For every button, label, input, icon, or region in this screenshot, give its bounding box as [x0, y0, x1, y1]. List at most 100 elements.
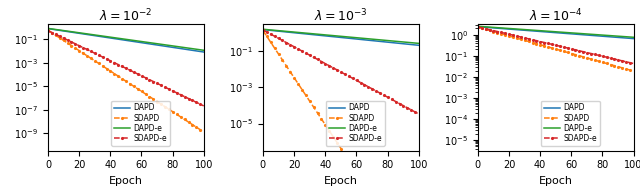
DAPD-e	[63, 30, 70, 32]
DAPD-e	[525, 29, 532, 31]
SDAPD-e	[357, 82, 365, 84]
Line: SDAPD: SDAPD	[46, 28, 205, 134]
SDAPD-e	[321, 62, 328, 64]
DAPD-e	[357, 37, 365, 39]
SDAPD	[372, 177, 380, 179]
DAPD-e	[321, 34, 328, 36]
Legend: DAPD, SDAPD, DAPD-e, SDAPD-e: DAPD, SDAPD, DAPD-e, SDAPD-e	[326, 101, 385, 146]
DAPD-e	[310, 33, 317, 35]
SDAPD-e	[536, 40, 543, 43]
SDAPD	[157, 102, 164, 105]
SDAPD-e	[106, 59, 113, 62]
Title: $\lambda = 10^{-4}$: $\lambda = 10^{-4}$	[529, 8, 582, 24]
DAPD	[157, 44, 164, 47]
SDAPD-e	[310, 56, 317, 58]
Line: DAPD: DAPD	[478, 27, 634, 39]
DAPD-e	[415, 42, 422, 44]
DAPD	[536, 30, 543, 33]
SDAPD-e	[95, 54, 102, 56]
SDAPD-e	[157, 84, 164, 86]
DAPD	[371, 40, 379, 42]
SDAPD-e	[630, 62, 637, 65]
DAPD	[278, 30, 285, 33]
SDAPD	[95, 62, 102, 65]
SDAPD	[536, 43, 543, 46]
SDAPD	[106, 69, 113, 72]
SDAPD	[259, 29, 267, 32]
DAPD	[321, 35, 328, 37]
SDAPD	[358, 177, 365, 179]
DAPD	[572, 33, 580, 35]
X-axis label: Epoch: Epoch	[539, 176, 573, 186]
Line: SDAPD-e: SDAPD-e	[476, 25, 636, 65]
SDAPD	[157, 103, 165, 105]
Line: DAPD: DAPD	[48, 29, 204, 52]
SDAPD-e	[157, 84, 165, 86]
DAPD	[200, 51, 207, 53]
X-axis label: Epoch: Epoch	[109, 176, 143, 186]
DAPD-e	[157, 43, 164, 45]
Legend: DAPD, SDAPD, DAPD-e, SDAPD-e: DAPD, SDAPD, DAPD-e, SDAPD-e	[111, 101, 170, 146]
DAPD-e	[106, 36, 113, 38]
SDAPD	[142, 93, 150, 95]
SDAPD	[63, 41, 70, 44]
Line: DAPD-e: DAPD-e	[263, 29, 419, 43]
SDAPD	[278, 58, 285, 60]
DAPD-e	[371, 38, 379, 41]
DAPD-e	[493, 26, 500, 29]
SDAPD-e	[142, 77, 150, 79]
SDAPD-e	[278, 39, 285, 41]
DAPD-e	[586, 33, 594, 35]
SDAPD	[44, 29, 52, 31]
SDAPD	[200, 131, 207, 133]
SDAPD	[310, 106, 317, 108]
Legend: DAPD, SDAPD, DAPD-e, SDAPD-e: DAPD, SDAPD, DAPD-e, SDAPD-e	[541, 101, 600, 146]
DAPD-e	[278, 30, 285, 32]
DAPD	[259, 28, 267, 31]
DAPD	[474, 26, 482, 28]
DAPD-e	[259, 28, 267, 30]
Line: SDAPD: SDAPD	[476, 25, 636, 73]
SDAPD-e	[44, 30, 52, 32]
DAPD	[415, 44, 422, 46]
SDAPD-e	[372, 90, 380, 92]
SDAPD	[588, 58, 595, 60]
SDAPD-e	[371, 89, 379, 92]
SDAPD-e	[415, 113, 422, 115]
SDAPD	[415, 177, 422, 179]
DAPD-e	[572, 32, 580, 34]
SDAPD-e	[259, 29, 267, 31]
DAPD	[157, 44, 165, 47]
DAPD	[630, 38, 637, 40]
Line: DAPD: DAPD	[263, 30, 419, 45]
Line: SDAPD: SDAPD	[261, 29, 420, 179]
X-axis label: Epoch: Epoch	[324, 176, 358, 186]
Line: SDAPD-e: SDAPD-e	[46, 29, 205, 108]
SDAPD-e	[200, 105, 207, 107]
SDAPD-e	[493, 30, 500, 32]
SDAPD	[321, 123, 328, 125]
DAPD	[44, 28, 52, 30]
Title: $\lambda = 10^{-3}$: $\lambda = 10^{-3}$	[314, 8, 367, 24]
SDAPD-e	[525, 38, 532, 40]
DAPD	[63, 30, 70, 33]
SDAPD-e	[63, 39, 70, 41]
DAPD	[372, 40, 380, 42]
SDAPD-e	[572, 49, 580, 51]
SDAPD	[525, 40, 532, 43]
DAPD	[357, 38, 365, 41]
DAPD-e	[588, 33, 595, 35]
DAPD-e	[95, 34, 102, 37]
Line: DAPD-e: DAPD-e	[478, 26, 634, 37]
DAPD	[525, 29, 532, 32]
DAPD	[106, 37, 113, 39]
SDAPD	[356, 177, 364, 179]
SDAPD-e	[586, 52, 594, 54]
SDAPD-e	[474, 26, 482, 28]
DAPD-e	[474, 25, 482, 27]
Line: SDAPD-e: SDAPD-e	[261, 28, 420, 116]
DAPD	[588, 34, 595, 36]
Title: $\lambda = 10^{-2}$: $\lambda = 10^{-2}$	[99, 8, 152, 24]
DAPD-e	[142, 41, 150, 43]
DAPD-e	[630, 36, 637, 38]
